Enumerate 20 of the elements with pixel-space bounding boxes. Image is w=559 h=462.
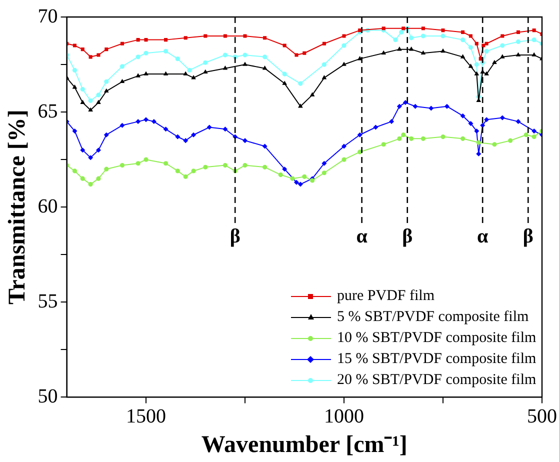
- y-axis-title: Transmittance [%]: [4, 110, 31, 305]
- ref-line-label: α: [356, 226, 368, 248]
- ref-line-label: α: [477, 226, 488, 248]
- y-tick-label: 55: [38, 290, 58, 312]
- legend-label: 20 % SBT/PVDF composite film: [337, 371, 536, 390]
- legend-label: 5 % SBT/PVDF composite film: [337, 308, 529, 328]
- ref-line-label: β: [230, 226, 240, 248]
- legend-label: 10 % SBT/PVDF composite film: [337, 329, 536, 348]
- x-tick-label: 1500: [126, 405, 166, 428]
- ref-line-label: β: [402, 226, 413, 248]
- y-tick-label: 50: [38, 385, 58, 408]
- y-tick-label: 65: [38, 100, 58, 122]
- y-tick-label: 60: [38, 195, 58, 218]
- x-tick-label: 500: [527, 405, 557, 428]
- x-tick-label: 1000: [324, 405, 364, 428]
- legend-label: pure PVDF film: [337, 287, 434, 306]
- ref-line-label: β: [522, 226, 534, 248]
- x-axis-title: Wavenumber [cm⁻¹]: [201, 432, 408, 458]
- legend-label: 15 % SBT/PVDF composite film: [337, 350, 536, 370]
- y-tick-label: 70: [38, 5, 58, 28]
